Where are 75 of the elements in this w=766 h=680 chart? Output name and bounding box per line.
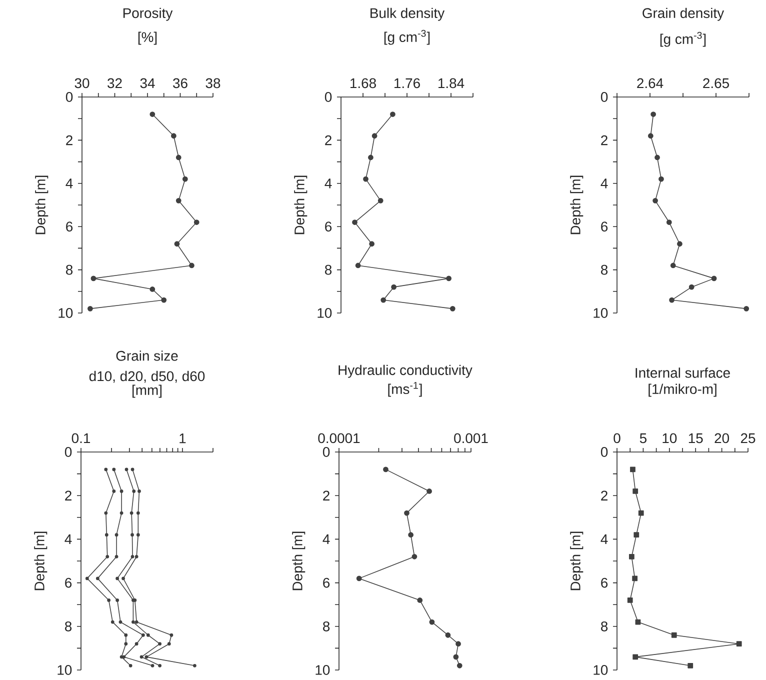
y-tick-label: 0 xyxy=(64,447,72,457)
x-tick-label: 36 xyxy=(173,78,188,88)
y-tick-label: 0 xyxy=(66,92,73,102)
y-tick-label: 2 xyxy=(325,135,332,146)
y-axis-title: Depth [m] xyxy=(35,176,48,234)
x-tick-label: 0.1 xyxy=(72,433,90,444)
x-axis-title: [%] xyxy=(138,32,157,45)
y-tick-label: 0 xyxy=(324,92,332,102)
y-tick-label: 4 xyxy=(600,178,608,188)
x-axis-title: [mm] xyxy=(132,384,162,398)
y-tick-label: 6 xyxy=(323,578,330,588)
x-tick-label: 15 xyxy=(688,433,703,444)
x-tick-label: 0.0001 xyxy=(318,433,360,444)
y-tick-label: 10 xyxy=(594,665,608,675)
y-tick-label: 8 xyxy=(66,264,73,275)
x-axis-title: [g cm$^{-3}$] xyxy=(660,32,706,47)
y-tick-label: 6 xyxy=(601,222,608,232)
y-tick-label: 10 xyxy=(58,308,73,318)
y-tick-label: 8 xyxy=(323,621,330,632)
y-tick-label: 4 xyxy=(324,178,332,188)
x-tick-label: 30 xyxy=(74,78,90,88)
y-axis-title: Depth [m] xyxy=(34,532,48,590)
y-tick-label: 10 xyxy=(58,665,72,675)
y-tick-label: 6 xyxy=(66,222,73,232)
chart-title: Porosity xyxy=(123,8,173,21)
x-axis-title: [g cm$^{-3}$] xyxy=(384,30,430,45)
y-axis-title: Depth [m] xyxy=(570,176,584,234)
x-tick-label: 1.76 xyxy=(394,78,420,88)
x-tick-label: 1 xyxy=(180,434,186,444)
x-tick-label: 5 xyxy=(640,433,646,444)
y-tick-label: 4 xyxy=(322,534,330,544)
chart-title: Grain size xyxy=(116,350,178,361)
y-tick-label: 8 xyxy=(601,264,608,275)
y-tick-label: 8 xyxy=(65,621,72,632)
x-axis-title: [ms$^{-1}$] xyxy=(388,382,422,397)
x-tick-label: 20 xyxy=(714,433,730,444)
x-tick-label: 1.68 xyxy=(350,78,376,88)
x-tick-label: 0 xyxy=(614,433,620,444)
y-axis-title: Depth [m] xyxy=(570,532,584,590)
y-tick-label: 2 xyxy=(601,490,608,500)
y-tick-label: 0 xyxy=(600,92,608,102)
y-tick-label: 10 xyxy=(594,308,608,318)
y-axis-title: Depth [m] xyxy=(294,176,308,234)
y-tick-label: 8 xyxy=(325,264,332,275)
y-tick-label: 10 xyxy=(318,308,332,318)
x-tick-label: 10 xyxy=(662,433,677,444)
y-tick-label: 2 xyxy=(66,135,72,146)
y-tick-label: 4 xyxy=(600,534,608,544)
y-tick-label: 6 xyxy=(325,222,332,232)
x-tick-label: 32 xyxy=(108,78,122,88)
y-tick-label: 6 xyxy=(601,578,608,588)
y-tick-label: 2 xyxy=(323,490,330,500)
y-tick-label: 0 xyxy=(322,447,330,457)
chart-title: Hydraulic conductivity xyxy=(338,364,472,378)
x-tick-label: 34 xyxy=(140,78,155,88)
chart-title: Internal surface xyxy=(636,368,730,378)
y-tick-label: 8 xyxy=(601,621,608,632)
y-tick-label: 10 xyxy=(316,665,330,675)
x-tick-label: 25 xyxy=(740,433,756,444)
y-tick-label: 4 xyxy=(66,178,73,188)
x-axis-title: [1/mikro-m] xyxy=(648,384,716,397)
y-tick-label: 2 xyxy=(65,490,72,500)
y-axis-title: Depth [m] xyxy=(292,532,306,590)
x-tick-label: 38 xyxy=(206,78,220,88)
chart-title: Bulk density xyxy=(370,8,445,21)
chart-title: Grain density xyxy=(642,8,724,21)
y-tick-label: 6 xyxy=(65,578,72,588)
chart-subtitle: d10, d20, d50, d60 xyxy=(89,370,205,383)
y-tick-label: 2 xyxy=(601,135,608,146)
x-tick-label: 2.64 xyxy=(637,78,664,88)
x-tick-label: 1.84 xyxy=(438,78,464,88)
x-tick-label: 2.65 xyxy=(703,78,729,88)
y-tick-label: 0 xyxy=(600,447,608,457)
x-tick-label: 0.001 xyxy=(454,433,488,444)
y-tick-label: 4 xyxy=(64,534,72,544)
